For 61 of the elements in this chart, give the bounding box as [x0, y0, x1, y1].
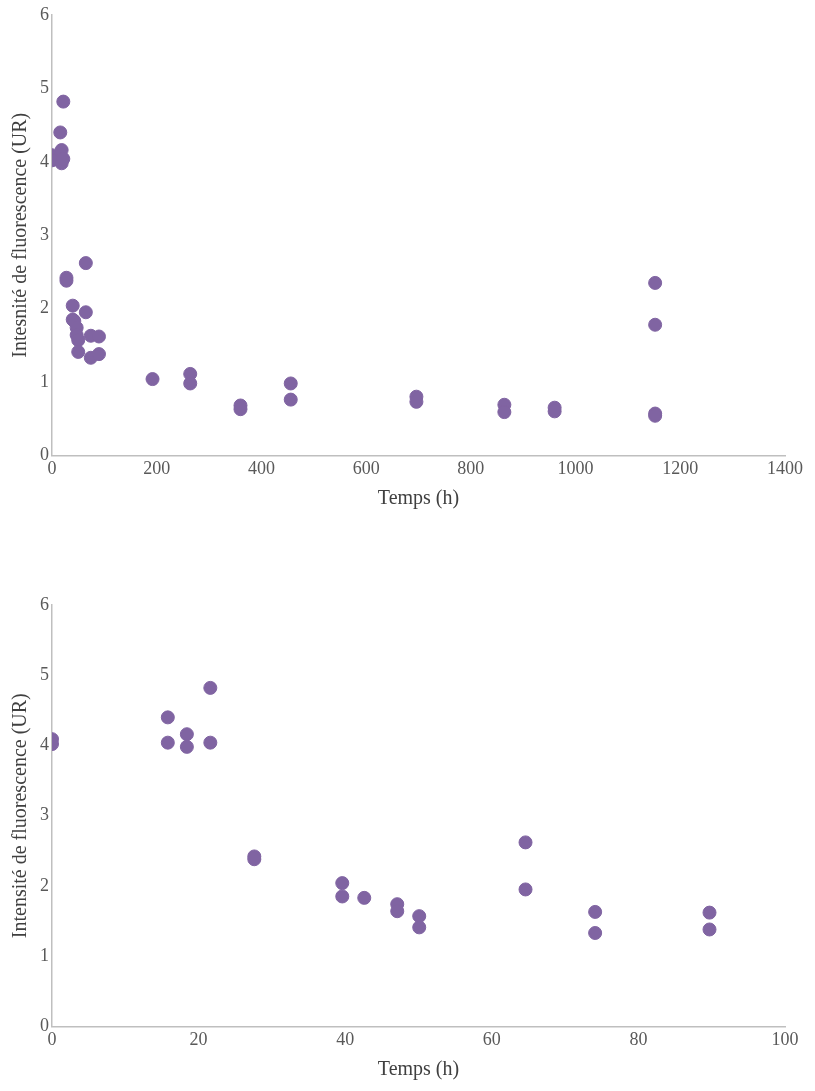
x-tick-label: 100: [771, 1028, 799, 1049]
x-tick-label: 20: [189, 1028, 208, 1049]
point: [518, 835, 533, 850]
point: [145, 372, 160, 387]
x-tick-label: 80: [629, 1028, 648, 1049]
x-tick-label: 600: [352, 457, 380, 478]
point: [183, 376, 198, 391]
point: [160, 710, 175, 725]
point: [91, 347, 106, 362]
point: [203, 680, 218, 695]
x-tick-label: 1200: [662, 457, 699, 478]
y-tick-label: 4: [40, 734, 49, 755]
x-tick-label: 1400: [767, 457, 803, 478]
point: [78, 305, 93, 320]
y-tick-label: 2: [40, 874, 49, 895]
y-tick-label: 1: [40, 370, 49, 391]
y-tick-label: 2: [40, 297, 49, 318]
point: [71, 333, 86, 348]
point: [203, 735, 218, 750]
point: [357, 890, 372, 905]
point: [283, 376, 298, 391]
y-tick-label: 4: [40, 150, 49, 171]
x-axis-title: Temps (h): [377, 1057, 460, 1081]
point: [71, 344, 86, 359]
x-tick-label: 1000: [557, 457, 594, 478]
y-tick-label: 0: [40, 444, 49, 465]
point: [335, 889, 350, 904]
point: [78, 256, 93, 271]
point: [702, 922, 717, 937]
y-tick-label: 5: [40, 663, 49, 684]
y-tick-label: 3: [40, 223, 49, 244]
point: [588, 904, 603, 919]
point: [65, 298, 80, 313]
x-tick-label: 200: [143, 457, 171, 478]
point: [648, 275, 663, 290]
x-axis-title: Temps (h): [377, 486, 460, 510]
y-tick-label: 0: [40, 1015, 49, 1036]
point: [588, 925, 603, 940]
point: [412, 920, 427, 935]
point: [335, 876, 350, 891]
y-tick-label: 1: [40, 944, 49, 965]
y-tick-label: 6: [40, 593, 49, 614]
y-axis-title: Intesnité de fluorescence (UR): [8, 112, 32, 358]
point: [648, 317, 663, 332]
y-tick-label: 3: [40, 804, 49, 825]
point: [179, 727, 194, 742]
point: [53, 125, 68, 140]
y-axis-title: Intensité de fluorescence (UR): [8, 693, 32, 939]
y-tick-label: 5: [40, 77, 49, 98]
point: [56, 94, 71, 109]
x-tick-label: 800: [457, 457, 485, 478]
x-tick-label: 40: [336, 1028, 355, 1049]
point: [160, 735, 175, 750]
point: [702, 905, 717, 920]
y-tick-label: 6: [40, 3, 49, 24]
x-tick-label: 400: [247, 457, 275, 478]
point: [56, 151, 71, 166]
x-tick-label: 60: [482, 1028, 501, 1049]
point: [518, 882, 533, 897]
point: [283, 392, 298, 407]
point: [179, 739, 194, 754]
